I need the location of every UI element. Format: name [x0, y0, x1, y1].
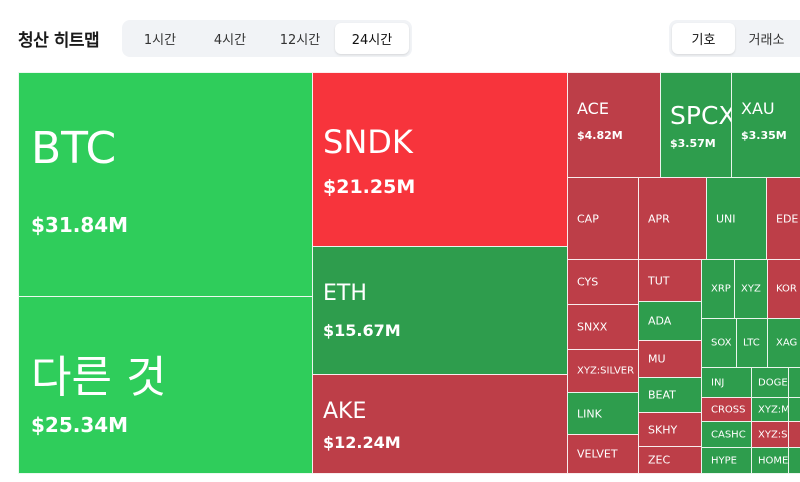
tile-zec[interactable]: ZEC	[638, 446, 702, 474]
tile-symbol: XRP	[711, 283, 731, 295]
tile-ace[interactable]: ACE $4.82M	[567, 72, 661, 178]
tile-symbol: HOME	[758, 455, 789, 466]
tile-xrp[interactable]: XRP	[701, 259, 735, 319]
tile-ede[interactable]: EDE	[766, 177, 800, 260]
tile-symbol: XYZ	[741, 283, 761, 295]
time-range-selector: 1시간 4시간 12시간 24시간	[122, 20, 412, 57]
tile-symbol: SKHY	[648, 423, 678, 436]
tile-btc[interactable]: BTC $31.84M	[18, 72, 313, 297]
tile-xyz-m[interactable]: XYZ:M	[751, 397, 789, 422]
tile-value: $4.82M	[577, 129, 623, 142]
tile-skhy[interactable]: SKHY	[638, 412, 702, 447]
tile-kor[interactable]: KOR	[767, 259, 800, 319]
tile-symbol: LINK	[577, 407, 602, 420]
tile-tut[interactable]: TUT	[638, 259, 702, 302]
tile-symbol: TUT	[648, 274, 670, 287]
tile-symbol: VELVET	[577, 447, 618, 461]
tile-value: $25.34M	[31, 413, 129, 437]
time-option-12h[interactable]: 12시간	[279, 33, 321, 48]
time-option-4h[interactable]: 4시간	[213, 33, 247, 48]
tile-symbol: AKE	[323, 399, 367, 424]
tile-ltc[interactable]: LTC	[736, 318, 768, 368]
tile-symbol: 다른 것	[31, 352, 167, 403]
tile-cys[interactable]: CYS	[567, 259, 639, 305]
tile-uni[interactable]: UNI	[706, 177, 767, 260]
tile-sox[interactable]: SOX	[701, 318, 737, 368]
tile-symbol: XAU	[741, 99, 775, 118]
tile-value: $3.57M	[670, 137, 716, 150]
tile-snxx[interactable]: SNXX	[567, 304, 639, 350]
tile-symbol: ZEC	[648, 453, 671, 467]
tile-value: $31.84M	[31, 213, 129, 237]
tile-symbol: EDE	[776, 212, 799, 225]
tile-symbol: DOGE	[758, 377, 788, 388]
tile-inj[interactable]: INJ	[701, 367, 752, 398]
tile-symbol: BTC	[31, 123, 117, 174]
tile-others[interactable]: 다른 것 $25.34M	[18, 296, 313, 474]
tile-symbol: CYS	[577, 275, 599, 289]
tile-value: $21.25M	[323, 176, 416, 198]
tile-symbol: ACE	[577, 99, 609, 118]
tile-apr[interactable]: APR	[638, 177, 707, 260]
tile-small-2[interactable]	[788, 397, 800, 422]
tile-value: $12.24M	[323, 433, 401, 452]
tile-velvet[interactable]: VELVET	[567, 434, 639, 474]
view-option-exchange[interactable]: 거래소	[748, 33, 785, 48]
tile-symbol: MU	[648, 352, 666, 366]
tile-symbol: HYPE	[711, 455, 737, 466]
tile-small-4[interactable]	[788, 447, 800, 474]
tile-value: $15.67M	[323, 321, 401, 340]
tile-symbol: SNDK	[323, 123, 413, 161]
tile-symbol: BEAT	[648, 388, 676, 402]
tile-hype[interactable]: HYPE	[701, 447, 752, 474]
view-option-symbol[interactable]: 기호	[672, 23, 735, 54]
tile-beat[interactable]: BEAT	[638, 377, 702, 413]
tile-symbol: SNXX	[577, 320, 608, 334]
tile-xyz[interactable]: XYZ	[734, 259, 768, 319]
time-option-1h[interactable]: 1시간	[143, 33, 177, 48]
tile-small-1[interactable]	[788, 367, 800, 398]
tile-symbol: ADA	[648, 314, 672, 328]
tile-mu[interactable]: MU	[638, 340, 702, 378]
tile-symbol: XAG	[776, 337, 798, 349]
tile-symbol: SPCX	[670, 101, 732, 130]
tile-symbol: SOX	[711, 337, 732, 349]
tile-symbol: CROSS	[711, 404, 746, 415]
tile-symbol: INJ	[711, 377, 725, 388]
time-option-24h[interactable]: 24시간	[335, 23, 409, 54]
tile-value: $3.35M	[741, 129, 787, 142]
page-title: 청산 히트맵	[18, 31, 100, 51]
tile-link[interactable]: LINK	[567, 392, 639, 435]
tile-symbol: KOR	[776, 283, 797, 295]
tile-ake[interactable]: AKE $12.24M	[312, 374, 568, 474]
tile-cashc[interactable]: CASHC	[701, 421, 752, 448]
tile-cross[interactable]: CROSS	[701, 397, 752, 422]
tile-xyz-silver[interactable]: XYZ:SILVER	[567, 349, 639, 393]
tile-symbol: XYZ:SILVER	[577, 365, 635, 377]
header: 청산 히트맵 1시간 4시간 12시간 24시간 기호 거래소	[0, 0, 800, 72]
tile-symbol: XYZ:M	[758, 404, 789, 415]
tile-symbol: CASHC	[711, 429, 746, 440]
tile-symbol: XYZ:S	[758, 429, 788, 440]
tile-xau[interactable]: XAU $3.35M	[731, 72, 800, 178]
tile-doge[interactable]: DOGE	[751, 367, 789, 398]
tile-symbol: UNI	[716, 212, 736, 225]
tile-symbol: CAP	[577, 212, 599, 225]
tile-sndk[interactable]: SNDK $21.25M	[312, 72, 568, 247]
tile-symbol: ETH	[323, 281, 367, 306]
tile-symbol: LTC	[743, 337, 760, 349]
tile-xag[interactable]: XAG	[767, 318, 800, 368]
tile-ada[interactable]: ADA	[638, 301, 702, 341]
tile-home[interactable]: HOME	[751, 447, 789, 474]
tile-symbol: APR	[648, 212, 670, 225]
tile-spcx[interactable]: SPCX $3.57M	[660, 72, 732, 178]
group-by-selector: 기호 거래소	[669, 20, 800, 57]
tile-small-3[interactable]	[788, 421, 800, 448]
tile-eth[interactable]: ETH $15.67M	[312, 246, 568, 375]
tile-xyz-s[interactable]: XYZ:S	[751, 421, 789, 448]
tile-cap[interactable]: CAP	[567, 177, 639, 260]
liquidation-heatmap: BTC $31.84M 다른 것 $25.34M SNDK $21.25M ET…	[18, 72, 800, 474]
